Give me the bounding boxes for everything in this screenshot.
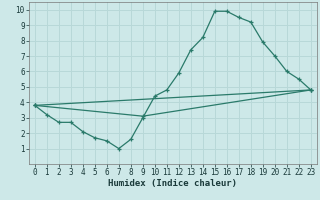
X-axis label: Humidex (Indice chaleur): Humidex (Indice chaleur): [108, 179, 237, 188]
